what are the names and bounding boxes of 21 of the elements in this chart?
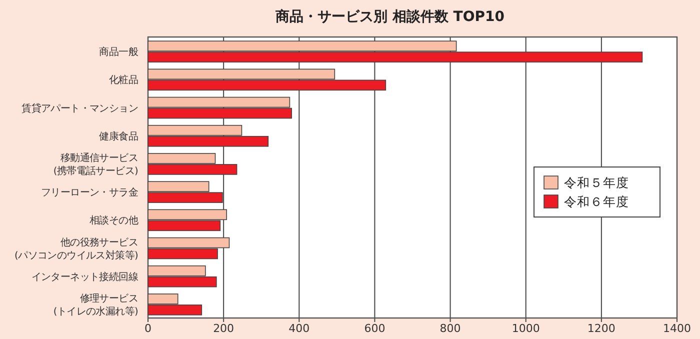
x-tick-label: 0 — [144, 322, 152, 335]
legend-label: 令和５年度 — [564, 175, 629, 190]
y-tick-label: フリーローン・サラ金 — [40, 186, 138, 199]
x-tick-label: 200 — [213, 322, 234, 335]
y-tick-label: 化粧品 — [108, 74, 138, 86]
x-tick-label: 600 — [364, 322, 386, 335]
x-tick-label: 1000 — [512, 322, 540, 335]
chart-title: 商品・サービス別 相談件数 TOP10 — [274, 8, 505, 25]
y-tick-label: 賃貸アパート・マンション — [22, 102, 138, 114]
x-tick-label: 400 — [288, 322, 310, 335]
x-tick-label: 1200 — [587, 322, 616, 335]
y-tick-label: 商品一般 — [99, 46, 138, 58]
x-tick-label: 1400 — [663, 322, 691, 335]
y-tick-label: 他の役務サービス (パソコンのウイルス対策等) — [14, 236, 138, 262]
y-tick-label: インターネット接続回線 — [31, 270, 138, 283]
y-tick-label: 移動通信サービス (携帯電話サービス) — [53, 152, 138, 177]
x-tick-label: 800 — [440, 322, 461, 335]
y-tick-label: 修理サービス (トイレの水漏れ等) — [53, 293, 138, 318]
y-tick-label: 健康食品 — [99, 130, 138, 142]
y-tick-label: 相談その他 — [89, 214, 138, 227]
legend-label: 令和６年度 — [564, 194, 629, 209]
